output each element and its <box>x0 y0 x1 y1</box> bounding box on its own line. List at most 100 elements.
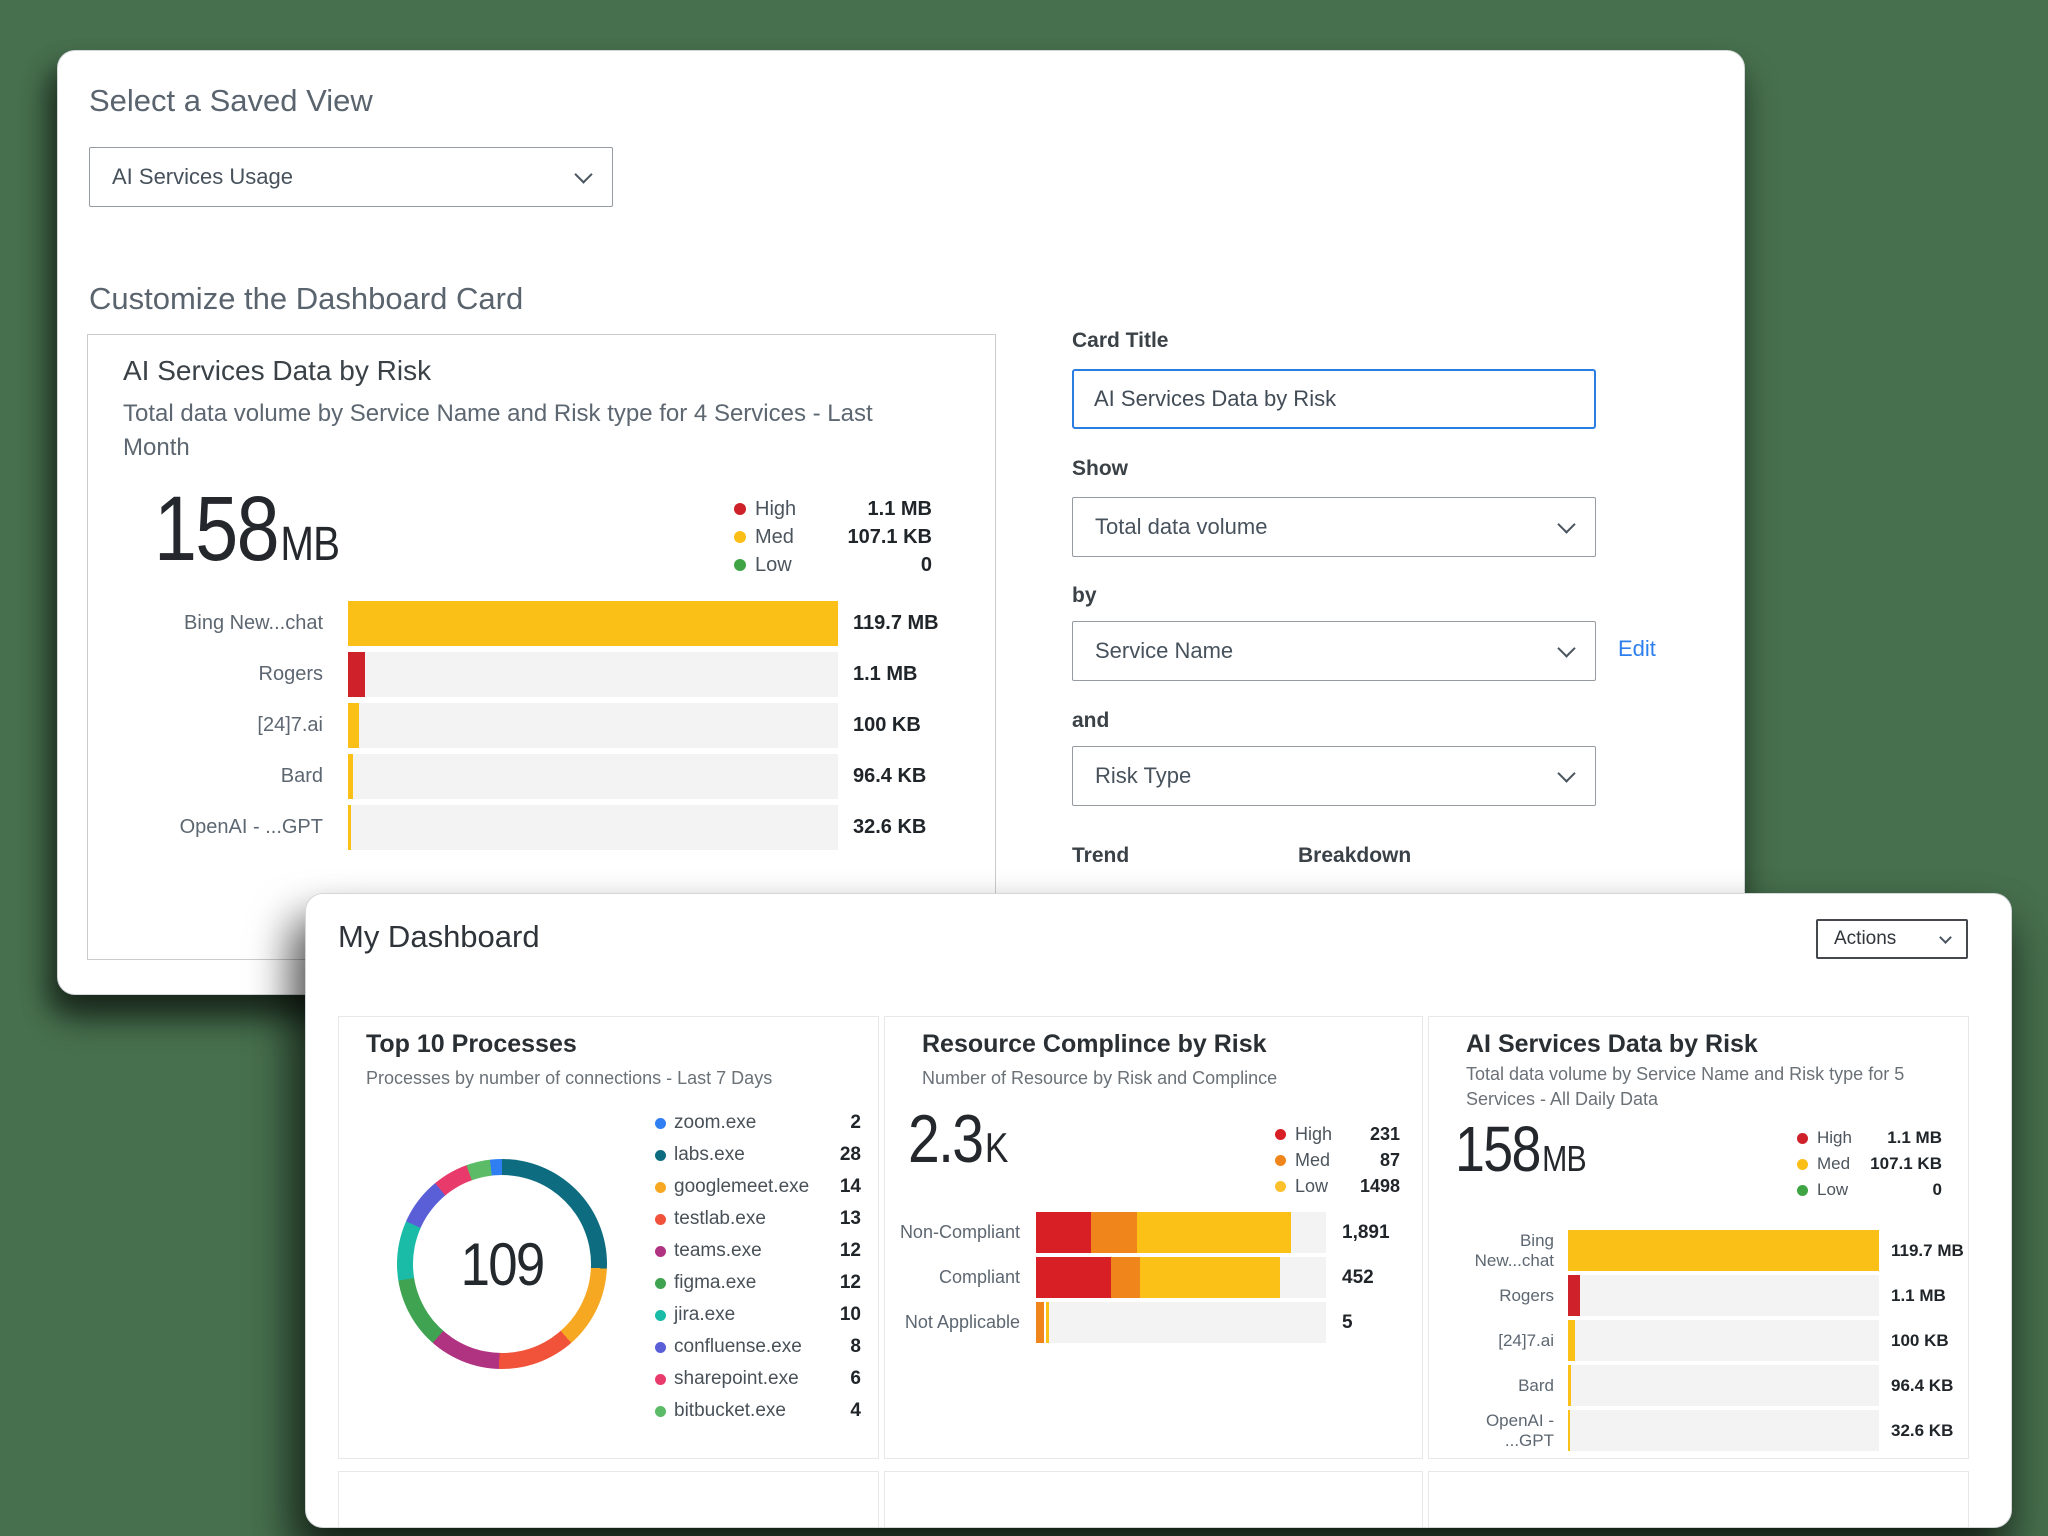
process-list-item: jira.exe 10 <box>655 1304 861 1326</box>
saved-view-select[interactable]: AI Services Usage <box>89 147 613 207</box>
bar-segment <box>1111 1257 1141 1298</box>
dashboard-title: My Dashboard <box>338 919 540 954</box>
bar-value: 119.7 MB <box>1891 1240 1964 1260</box>
bar-row: [24]7.ai 100 KB <box>1439 1320 1964 1361</box>
process-dot <box>655 1309 666 1321</box>
legend-dot-high <box>734 503 746 515</box>
legend-label: High <box>755 497 797 520</box>
bar-label: Rogers <box>258 663 323 685</box>
donut-total-value: 109 <box>460 1230 546 1298</box>
process-list-item: teams.exe 12 <box>655 1240 861 1262</box>
process-name: googlemeet.exe <box>674 1176 810 1197</box>
process-name: teams.exe <box>674 1240 762 1261</box>
card-subtitle: Processes by number of connections - Las… <box>366 1068 773 1088</box>
chevron-down-icon <box>1557 514 1576 534</box>
actions-button-label: Actions <box>1834 928 1897 949</box>
bar-row: OpenAI - ...GPT 32.6 KB <box>1439 1410 1964 1451</box>
bar-track <box>348 652 838 697</box>
bar-segment <box>1036 1257 1112 1298</box>
kpi-value: 158 <box>154 478 280 580</box>
donut-hole: 109 <box>413 1175 591 1353</box>
chevron-down-icon <box>1557 763 1576 783</box>
legend-row: Med 87 <box>1275 1147 1400 1173</box>
customize-heading: Customize the Dashboard Card <box>89 281 524 316</box>
process-count: 8 <box>850 1336 861 1357</box>
preview-card-title: AI Services Data by Risk <box>123 355 432 386</box>
trend-toggle-label[interactable]: Trend <box>1072 844 1130 867</box>
process-count: 6 <box>850 1368 861 1389</box>
preview-bar-chart: Bing New...chat 119.7 MB Rogers 1.1 MB [… <box>123 601 939 856</box>
legend-label: High <box>1295 1123 1333 1144</box>
bar-row: Not Applicable 5 <box>895 1302 1390 1343</box>
process-name: testlab.exe <box>674 1208 766 1229</box>
process-count: 10 <box>839 1304 861 1325</box>
top-processes-card: Top 10 Processes Processes by number of … <box>338 1016 879 1459</box>
bar-row: Rogers 1.1 MB <box>123 652 939 697</box>
bar-segment <box>348 703 359 748</box>
process-count: 13 <box>839 1208 861 1229</box>
legend-dot-med <box>1275 1154 1286 1166</box>
saved-view-heading: Select a Saved View <box>89 83 373 118</box>
bar-track <box>1568 1230 1879 1271</box>
breakdown-toggle-label[interactable]: Breakdown <box>1298 844 1412 867</box>
process-name: confluense.exe <box>674 1336 802 1357</box>
bar-label: Rogers <box>1499 1285 1554 1305</box>
process-name: sharepoint.exe <box>674 1368 799 1389</box>
bar-track <box>1036 1302 1326 1343</box>
legend-label: Med <box>1295 1149 1331 1170</box>
bar-segment <box>1568 1230 1879 1271</box>
process-list-item: testlab.exe 13 <box>655 1208 861 1230</box>
process-dot <box>655 1181 666 1193</box>
bar-segment <box>348 652 366 697</box>
legend-row: Med 107.1 KB <box>1797 1151 1942 1177</box>
bar-label: Bard <box>280 765 323 787</box>
edit-link[interactable]: Edit <box>1618 636 1656 661</box>
kpi-unit: MB <box>280 518 340 571</box>
legend-value: 87 <box>1379 1149 1400 1170</box>
bar-track <box>348 601 838 646</box>
process-name: jira.exe <box>674 1304 736 1325</box>
actions-button[interactable]: Actions <box>1816 919 1968 959</box>
process-list-item: labs.exe 28 <box>655 1144 861 1166</box>
kpi-value: 158 <box>1455 1113 1541 1185</box>
process-dot <box>655 1245 666 1257</box>
bar-segment <box>1568 1365 1572 1406</box>
legend-value: 0 <box>920 553 932 576</box>
preview-card-subtitle: Total data volume by Service Name and Ri… <box>123 400 873 461</box>
card-title-input[interactable]: AI Services Data by Risk <box>1072 369 1596 429</box>
process-list-item: bitbucket.exe 4 <box>655 1400 861 1422</box>
bar-segment <box>1091 1212 1138 1253</box>
legend-label: Med <box>755 525 794 548</box>
ai-bar-chart: Bing New...chat 119.7 MB Rogers 1.1 MB [… <box>1439 1230 1964 1455</box>
legend-dot-high <box>1797 1132 1808 1144</box>
show-select[interactable]: Total data volume <box>1072 497 1596 557</box>
bar-label: OpenAI - ...GPT <box>1485 1410 1554 1450</box>
bar-label: OpenAI - ...GPT <box>179 816 323 838</box>
process-count: 12 <box>839 1240 861 1261</box>
legend-value: 1498 <box>1359 1175 1400 1196</box>
bar-segment <box>1140 1257 1280 1298</box>
bar-row: Bing New...chat 119.7 MB <box>123 601 939 646</box>
legend-row: Low 0 <box>1797 1177 1942 1203</box>
bar-track <box>1036 1212 1326 1253</box>
bar-row: Bard 96.4 KB <box>1439 1365 1964 1406</box>
card-subtitle: Total data volume by Service Name and Ri… <box>1466 1064 1905 1109</box>
bar-value: 96.4 KB <box>853 765 927 787</box>
legend-value: 107.1 KB <box>847 525 933 548</box>
legend-dot-low <box>734 559 746 571</box>
preview-risk-legend: High 1.1 MB Med 107.1 KB Low 0 <box>734 495 932 579</box>
legend-value: 1.1 MB <box>1887 1128 1942 1147</box>
card-title: AI Services Data by Risk <box>1466 1030 1758 1058</box>
and-selected-value: Risk Type <box>1095 763 1192 788</box>
and-select[interactable]: Risk Type <box>1072 746 1596 806</box>
process-list-item: googlemeet.exe 14 <box>655 1176 861 1198</box>
bar-label: Compliant <box>938 1267 1020 1287</box>
bar-row: Bard 96.4 KB <box>123 754 939 799</box>
bar-row: Non-Compliant 1,891 <box>895 1212 1390 1253</box>
bar-row: [24]7.ai 100 KB <box>123 703 939 748</box>
ai-risk-legend: High 1.1 MB Med 107.1 KB Low 0 <box>1797 1125 1942 1203</box>
card-subtitle: Number of Resource by Risk and Complince <box>922 1068 1278 1088</box>
by-select[interactable]: Service Name <box>1072 621 1596 681</box>
preview-card: AI Services Data by Risk Total data volu… <box>87 334 996 960</box>
